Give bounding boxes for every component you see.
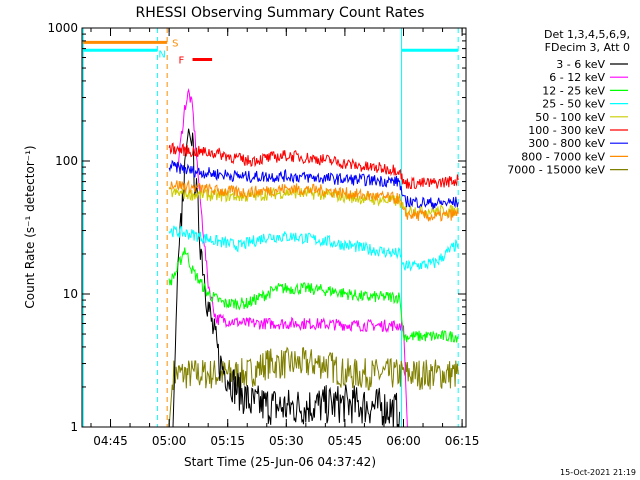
legend-label: 7000 - 15000 keV bbox=[507, 164, 605, 177]
series-line-3 bbox=[168, 225, 459, 272]
x-tick-label: 05:45 bbox=[328, 434, 363, 448]
legend-label: 100 - 300 keV bbox=[528, 124, 605, 137]
legend-header-line: Det 1,3,4,5,6,9, bbox=[544, 28, 630, 41]
series-line-1 bbox=[176, 87, 408, 427]
legend-label: 300 - 800 keV bbox=[528, 137, 605, 150]
x-tick-label: 05:15 bbox=[210, 434, 245, 448]
series-line-7 bbox=[168, 179, 459, 222]
flare-marker: F bbox=[179, 55, 185, 66]
x-tick-label: 04:45 bbox=[93, 434, 128, 448]
y-tick-label: 1000 bbox=[47, 21, 78, 35]
plot-area: SN F bbox=[82, 28, 459, 427]
legend-header-line: FDecim 3, Att 0 bbox=[545, 41, 630, 54]
series-line-8 bbox=[168, 346, 459, 427]
y-tick-label: 10 bbox=[63, 287, 78, 301]
series-line-6 bbox=[168, 159, 459, 210]
series-line-2 bbox=[168, 247, 459, 343]
saa-marker: S bbox=[172, 38, 178, 49]
series-line-5 bbox=[168, 142, 459, 190]
legend-label: 800 - 7000 keV bbox=[521, 150, 605, 163]
y-axis-label: Count Rate (s⁻¹ detector⁻¹) bbox=[23, 145, 37, 308]
chart-title: RHESSI Observing Summary Count Rates bbox=[136, 5, 425, 21]
x-tick-label: 05:30 bbox=[269, 434, 304, 448]
x-tick-label: 06:00 bbox=[386, 434, 421, 448]
series-line-0 bbox=[172, 128, 401, 427]
legend: Det 1,3,4,5,6,9,FDecim 3, Att 0 3 - 6 keV… bbox=[507, 28, 630, 177]
timestamp: 15-Oct-2021 21:19 bbox=[560, 468, 636, 477]
legend-label: 12 - 25 keV bbox=[542, 84, 605, 97]
x-tick-label: 06:15 bbox=[445, 434, 480, 448]
legend-label: 50 - 100 keV bbox=[535, 111, 605, 124]
legend-label: 6 - 12 keV bbox=[549, 71, 605, 84]
y-tick-label: 100 bbox=[55, 154, 78, 168]
axes: 04:45 05:00 05:15 05:30 05:45 06:00 06:15 1 10 10… bbox=[47, 21, 479, 448]
series-line-4 bbox=[168, 186, 459, 219]
legend-label: 3 - 6 keV bbox=[556, 58, 605, 71]
y-tick-label: 1 bbox=[70, 420, 78, 434]
x-tick-label: 05:00 bbox=[152, 434, 187, 448]
legend-label: 25 - 50 keV bbox=[542, 98, 605, 111]
night-marker: N bbox=[158, 49, 165, 60]
x-axis-label: Start Time (25-Jun-06 04:37:42) bbox=[184, 455, 376, 469]
plot-frame bbox=[81, 27, 467, 428]
